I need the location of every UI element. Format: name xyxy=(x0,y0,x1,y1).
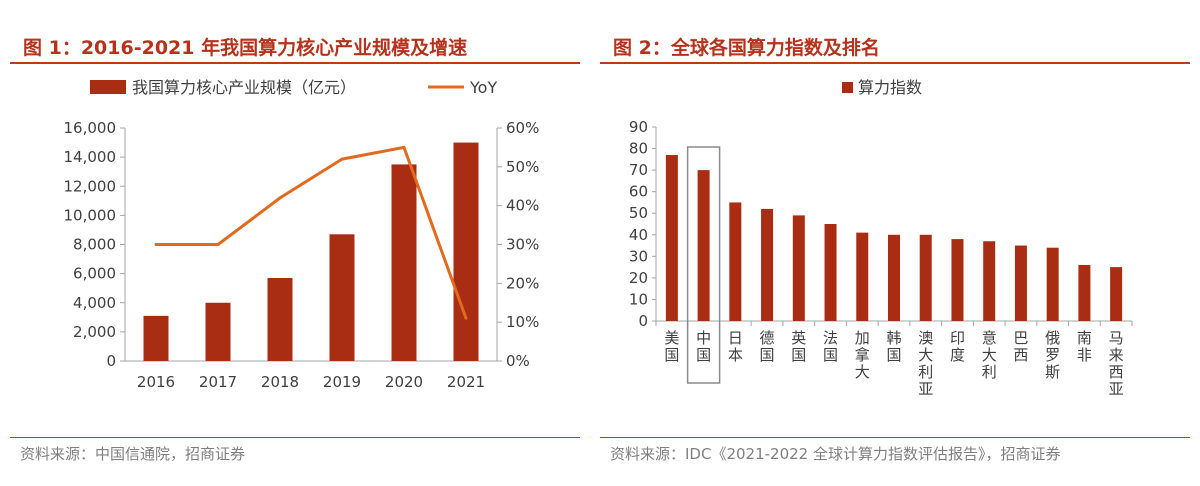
bar-2019 xyxy=(329,234,355,361)
legend-bar-swatch xyxy=(842,82,853,93)
left-y-tick-label: 16,000 xyxy=(64,119,117,137)
left-y-tick-label: 12,000 xyxy=(64,177,117,195)
figure-2-panel: 图 2：全球各国算力指数及排名 算力指数 0 10 20 30 40 50 60 70 80 90 美… xyxy=(590,0,1190,486)
x-tick-label: 英国 xyxy=(791,329,806,364)
bar-法国 xyxy=(824,224,837,321)
industry-scale-chart: 我国算力核心产业规模（亿元） YoY 0 2,000 4,000 6,000 8,000 10… xyxy=(64,78,540,391)
figure-2-bottom-rule xyxy=(600,437,1190,438)
x-tick-label: 2018 xyxy=(261,373,299,391)
y-tick-label: 80 xyxy=(629,140,648,158)
bar-意大利 xyxy=(983,241,996,321)
bar-2018 xyxy=(267,277,293,361)
left-y-tick-label: 2,000 xyxy=(73,323,116,341)
right-y-tick-label: 0% xyxy=(506,352,530,370)
x-tick-label: 2019 xyxy=(323,373,361,391)
x-tick-label: 巴西 xyxy=(1013,329,1028,364)
figure-1-source: 资料来源：中国信通院，招商证券 xyxy=(20,445,246,463)
legend-bar-label: 我国算力核心产业规模（亿元） xyxy=(132,78,356,97)
yoy-point-2018 xyxy=(278,196,282,200)
y-tick-label: 70 xyxy=(629,161,648,179)
left-y-tick-label: 14,000 xyxy=(64,148,117,166)
y-tick-label: 40 xyxy=(629,226,648,244)
x-tick-label: 南非 xyxy=(1077,329,1092,364)
yoy-point-2021 xyxy=(464,316,468,320)
x-tick-label: 俄罗斯 xyxy=(1045,329,1060,381)
yoy-point-2019 xyxy=(340,157,344,161)
x-tick-label: 美国 xyxy=(664,329,679,364)
bar-南非 xyxy=(1078,264,1091,321)
x-tick-label: 马来西亚 xyxy=(1109,329,1124,398)
right-y-tick-label: 50% xyxy=(506,158,539,176)
legend-bar-label: 算力指数 xyxy=(858,78,922,97)
bar-加拿大 xyxy=(856,232,869,321)
x-tick-label: 2021 xyxy=(447,373,485,391)
x-tick-label: 2016 xyxy=(137,373,175,391)
x-tick-label: 法国 xyxy=(823,329,838,364)
right-y-tick-label: 60% xyxy=(506,119,539,137)
bar-2017 xyxy=(205,302,231,361)
x-tick-label: 德国 xyxy=(760,329,775,364)
figure-1-panel: 图 1：2016-2021 年我国算力核心产业规模及增速 我国算力核心产业规模（… xyxy=(0,0,580,486)
bar-英国 xyxy=(792,215,805,321)
y-tick-label: 20 xyxy=(629,269,648,287)
bar-中国 xyxy=(697,170,710,321)
left-y-tick-label: 0 xyxy=(106,352,116,370)
bar-德国 xyxy=(761,208,774,321)
right-y-tick-label: 20% xyxy=(506,274,539,292)
left-y-tick-label: 6,000 xyxy=(73,265,116,283)
legend-bar-swatch xyxy=(90,80,126,94)
bar-韩国 xyxy=(888,234,900,321)
bar-马来西亚 xyxy=(1110,267,1123,321)
bar-俄罗斯 xyxy=(1046,247,1059,321)
y-tick-label: 50 xyxy=(629,204,648,222)
x-tick-label: 印度 xyxy=(950,329,965,364)
yoy-point-2016 xyxy=(154,243,158,246)
left-y-tick-label: 8,000 xyxy=(73,236,116,254)
x-tick-label: 日本 xyxy=(728,329,743,364)
bar-2016 xyxy=(143,315,169,361)
bar-印度 xyxy=(951,239,964,321)
x-tick-label: 加拿大 xyxy=(855,329,870,381)
legend-line-label: YoY xyxy=(469,78,497,97)
x-tick-label: 澳大利亚 xyxy=(918,329,933,398)
figure-1-title: 图 1：2016-2021 年我国算力核心产业规模及增速 xyxy=(23,37,468,59)
yoy-point-2017 xyxy=(216,243,220,246)
yoy-point-2020 xyxy=(402,145,406,149)
y-tick-label: 90 xyxy=(629,118,648,136)
left-y-tick-label: 10,000 xyxy=(64,206,117,224)
bar-2020 xyxy=(391,164,417,361)
figure-2-title: 图 2：全球各国算力指数及排名 xyxy=(613,37,880,59)
x-tick-label: 中国 xyxy=(696,329,711,364)
y-tick-label: 60 xyxy=(629,183,648,201)
x-tick-label: 韩国 xyxy=(886,329,901,364)
y-tick-label: 10 xyxy=(629,290,648,308)
figure-2-top-rule xyxy=(600,62,1190,64)
x-tick-label: 2020 xyxy=(385,373,423,391)
highlight-box-中国 xyxy=(686,146,721,384)
right-y-tick-label: 30% xyxy=(506,236,539,254)
bar-澳大利亚 xyxy=(919,234,932,321)
figure-1-bottom-rule xyxy=(10,437,580,438)
figure-1-top-rule xyxy=(10,62,580,64)
x-tick-label: 2017 xyxy=(199,373,237,391)
figure-2-source: 资料来源：IDC《2021-2022 全球计算力指数评估报告》，招商证券 xyxy=(610,445,1061,463)
left-y-tick-label: 4,000 xyxy=(73,294,116,312)
right-y-tick-label: 40% xyxy=(506,197,539,215)
bar-巴西 xyxy=(1014,245,1027,321)
y-tick-label: 0 xyxy=(638,312,648,330)
yoy-line xyxy=(156,145,468,319)
y-tick-label: 30 xyxy=(629,247,648,265)
bar-美国 xyxy=(665,155,678,321)
right-y-tick-label: 10% xyxy=(506,313,539,331)
bar-日本 xyxy=(729,202,742,321)
x-tick-label: 意大利 xyxy=(982,329,997,381)
bar-2021 xyxy=(453,142,479,361)
